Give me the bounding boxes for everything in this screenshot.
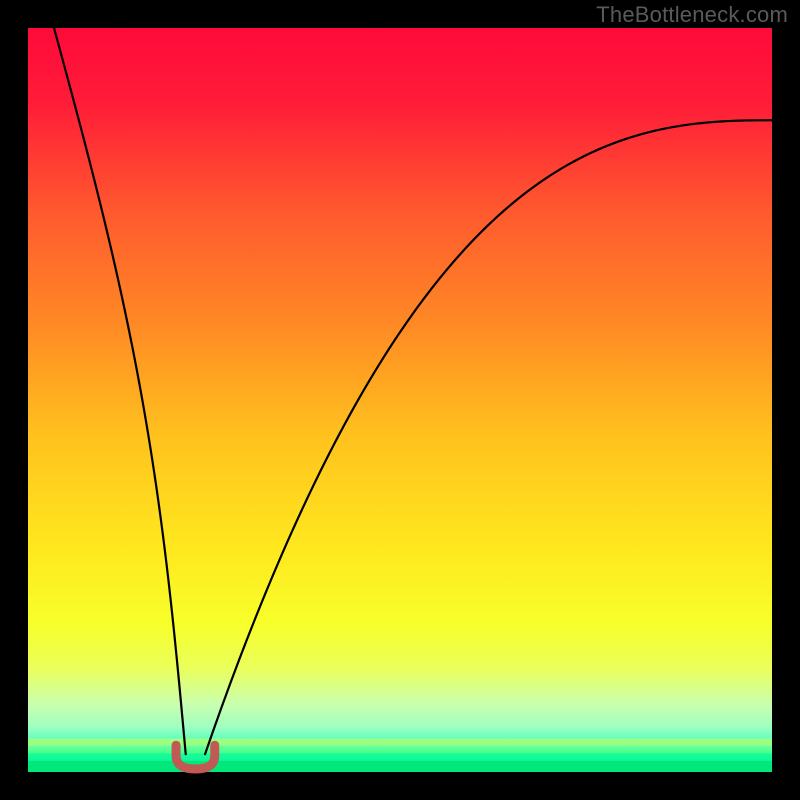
plot-area: [0, 0, 800, 800]
watermark-text: TheBottleneck.com: [596, 2, 788, 28]
plot-svg: [0, 0, 800, 800]
figure-root: TheBottleneck.com: [0, 0, 800, 800]
